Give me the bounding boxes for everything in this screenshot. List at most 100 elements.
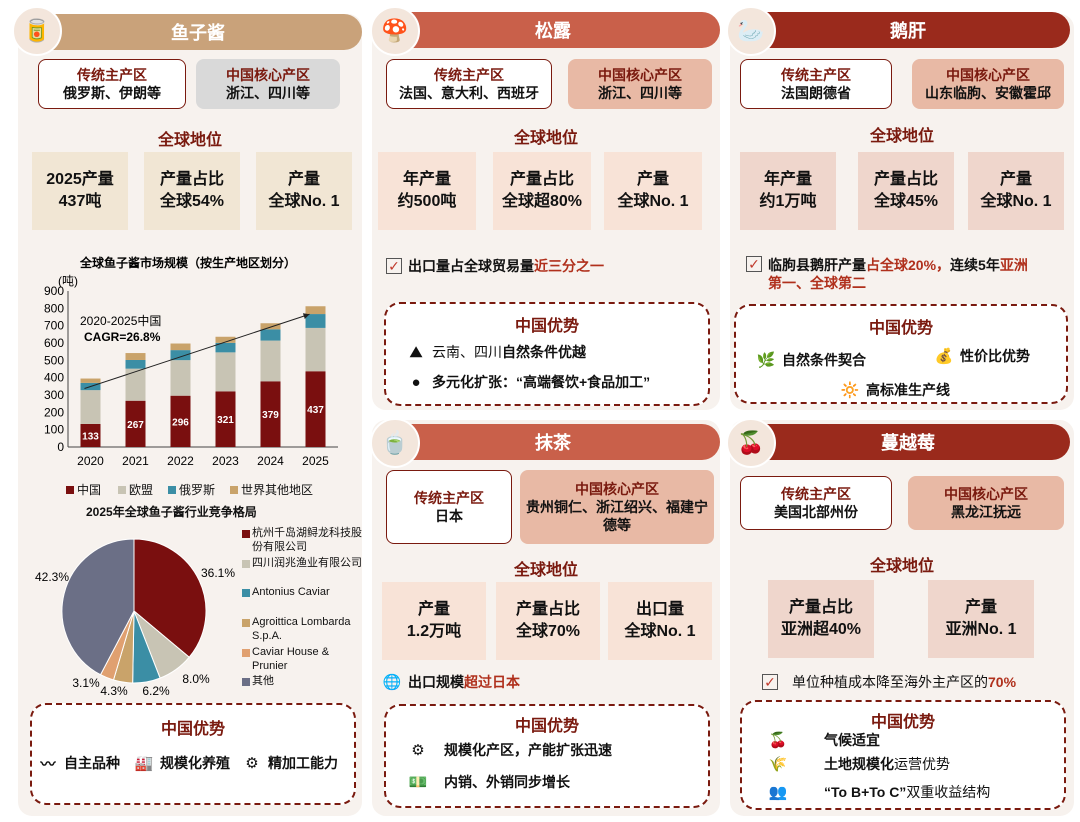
truffle-china-box: 中国核心产区 浙江、四川等	[568, 59, 712, 109]
bar-segment	[260, 329, 281, 341]
pie-slice-label: 6.2%	[142, 684, 170, 698]
y-tick-label: 600	[44, 336, 64, 350]
truffle-stat-2-l1: 产量占比	[509, 171, 574, 189]
cranberry-adv-2-b: 运营优势	[894, 756, 950, 772]
cranberry-china-title: 中国核心产区	[944, 485, 1028, 502]
bar-segment	[215, 342, 236, 353]
bar-segment	[260, 381, 281, 447]
globe-export-icon: 🌐	[382, 674, 402, 691]
matcha-stat-2-l2: 全球70%	[515, 623, 581, 640]
y-tick-label: 300	[44, 388, 64, 402]
truffle-note-a: 出口量占全球贸易量	[408, 258, 534, 274]
cranberry-china-value: 黑龙江抚远	[951, 504, 1021, 520]
matcha-stat-1-l1: 产量	[417, 601, 450, 619]
bar-segment	[305, 306, 326, 315]
foiegras-adv-title: 中国优势	[868, 320, 933, 337]
foiegras-header-label: 鹅肝	[890, 21, 926, 41]
truffle-adv-title: 中国优势	[514, 318, 579, 335]
people-icon: 👥	[768, 784, 788, 801]
pie-legend-other: 其他	[242, 675, 370, 689]
truffle-trad-box: 传统主产区 法国、意大利、西班牙	[386, 59, 552, 109]
truffle-china-value: 浙江、四川等	[598, 85, 682, 101]
bar-segment	[215, 391, 236, 447]
caviar-adv-1-label: 自主品种	[64, 755, 120, 771]
foiegras-stat-1-l1: 年产量	[763, 171, 812, 189]
cranberry-adv-1: 🍒 气候适宜	[768, 730, 880, 750]
truffle-note: ✓ 出口量占全球贸易量近三分之一	[386, 256, 604, 276]
pie-legend-hangzhou-label: 杭州千岛湖鲟龙科技股份有限公司	[252, 527, 362, 553]
matcha-icon: 🍵	[370, 418, 420, 468]
cranberry-stat-1-l2: 亚洲超40%	[780, 621, 862, 638]
legend-china: 中国	[66, 481, 101, 498]
cranberry-trad-title: 传统主产区	[781, 485, 851, 502]
foiegras-trad-value: 法国朗德省	[781, 85, 851, 101]
caviar-china-title: 中国核心产区	[226, 66, 310, 83]
bar-data-label: 296	[172, 417, 189, 428]
cranberry-stat-1: 产量占比 亚洲超40%	[768, 580, 874, 658]
bar-segment	[170, 350, 191, 361]
caviar-adv-2-label: 规模化养殖	[160, 755, 230, 771]
berry-icon: 🍒	[768, 732, 788, 749]
foiegras-stat-1-l2: 约1万吨	[759, 193, 817, 210]
matcha-stat-1: 产量 1.2万吨	[382, 582, 486, 660]
caviar-adv-3: ⚙ 精加工能力	[242, 753, 338, 773]
bar-data-label: 379	[262, 410, 279, 421]
x-tick-label: 2025	[302, 454, 329, 468]
bar-segment	[170, 395, 191, 447]
bar-segment	[80, 423, 101, 447]
caviar-stat-2-l2: 全球54%	[159, 193, 225, 210]
x-tick-label: 2022	[167, 454, 194, 468]
cagr-annotation: 2020-2025中国	[80, 313, 161, 328]
matcha-header-label: 抹茶	[535, 433, 571, 453]
goose-icon: 🦢	[726, 6, 776, 56]
foiegras-stat-2: 产量占比 全球45%	[858, 152, 954, 230]
matcha-stat-2-l1: 产量占比	[515, 601, 580, 619]
caviar-adv-2: 🏭 规模化养殖	[134, 753, 230, 773]
caviar-adv-3-label: 精加工能力	[268, 755, 338, 771]
truffle-stat-3-l1: 产量	[636, 171, 669, 189]
bar-chart-unit: (吨)	[58, 274, 78, 288]
bar-segment	[125, 400, 146, 447]
caviar-stat-3-l1: 产量	[287, 171, 320, 189]
pie-slice	[61, 538, 135, 676]
matcha-adv-1-label: 规模化产区，产能扩张迅速	[444, 742, 612, 758]
foiegras-china-box: 中国核心产区 山东临朐、安徽霍邱	[912, 59, 1064, 109]
mountain-icon: ⛰	[409, 343, 423, 361]
pie-legend-agroittica-label: Agroittica Lombarda S.p.A.	[252, 616, 351, 642]
matcha-stat-3-l2: 全球No. 1	[624, 623, 696, 640]
bar-segment	[260, 340, 281, 382]
bar-segment	[215, 352, 236, 392]
legend-other-label: 世界其他地区	[241, 483, 314, 497]
matcha-stat-3-l1: 出口量	[635, 601, 684, 619]
caviar-china-box: 中国核心产区 浙江、四川等	[196, 59, 340, 109]
truffle-adv-2: ● 多元化扩张：“高端餐饮+食品加工”	[406, 372, 650, 392]
cranberry-stat-2-l2: 亚洲No. 1	[945, 621, 1017, 638]
foiegras-stat-2-l1: 产量占比	[873, 171, 938, 189]
check-icon: ✓	[386, 258, 402, 274]
processing-icon: ⚙	[245, 755, 259, 772]
check-icon: ✓	[762, 674, 778, 690]
caviar-adv-1: 〰自主品种	[38, 753, 120, 773]
caviar-adv-title: 中国优势	[160, 721, 225, 738]
foiegras-adv-3-label: 高标准生产线	[866, 382, 950, 398]
foiegras-global-title: 全球地位	[869, 128, 934, 145]
y-tick-label: 800	[44, 301, 64, 315]
foiegras-note-d: 亚洲	[999, 257, 1028, 273]
truffle-small-icon: ●	[411, 373, 421, 391]
bar-segment	[305, 327, 326, 372]
cranberry-adv-3-b: 双重收益结构	[906, 784, 991, 800]
truffle-adv-1-a: 云南、四川	[432, 344, 502, 360]
caviar-china-value: 浙江、四川等	[226, 85, 310, 101]
sturgeon-icon: 〰	[40, 755, 56, 773]
cranberry-note-a: 单位种植成本降至海外主产区的	[792, 674, 988, 690]
cranberry-adv-3: 👥 “To B+To C”双重收益结构	[768, 782, 991, 802]
pie-slice	[133, 538, 207, 658]
caviar-stat-1-l2: 437吨	[58, 193, 102, 210]
pie-legend-antonius: Antonius Caviar	[242, 586, 370, 600]
bar-data-label: 321	[217, 415, 234, 426]
pie-slice-label: 8.0%	[182, 672, 210, 686]
foiegras-adv-1-label: 自然条件契合	[782, 352, 866, 368]
truffle-adv-1-b: 自然条件优越	[502, 344, 586, 360]
bar-segment	[80, 390, 101, 424]
pie-legend-sichuan-label: 四川润兆渔业有限公司	[252, 557, 362, 569]
